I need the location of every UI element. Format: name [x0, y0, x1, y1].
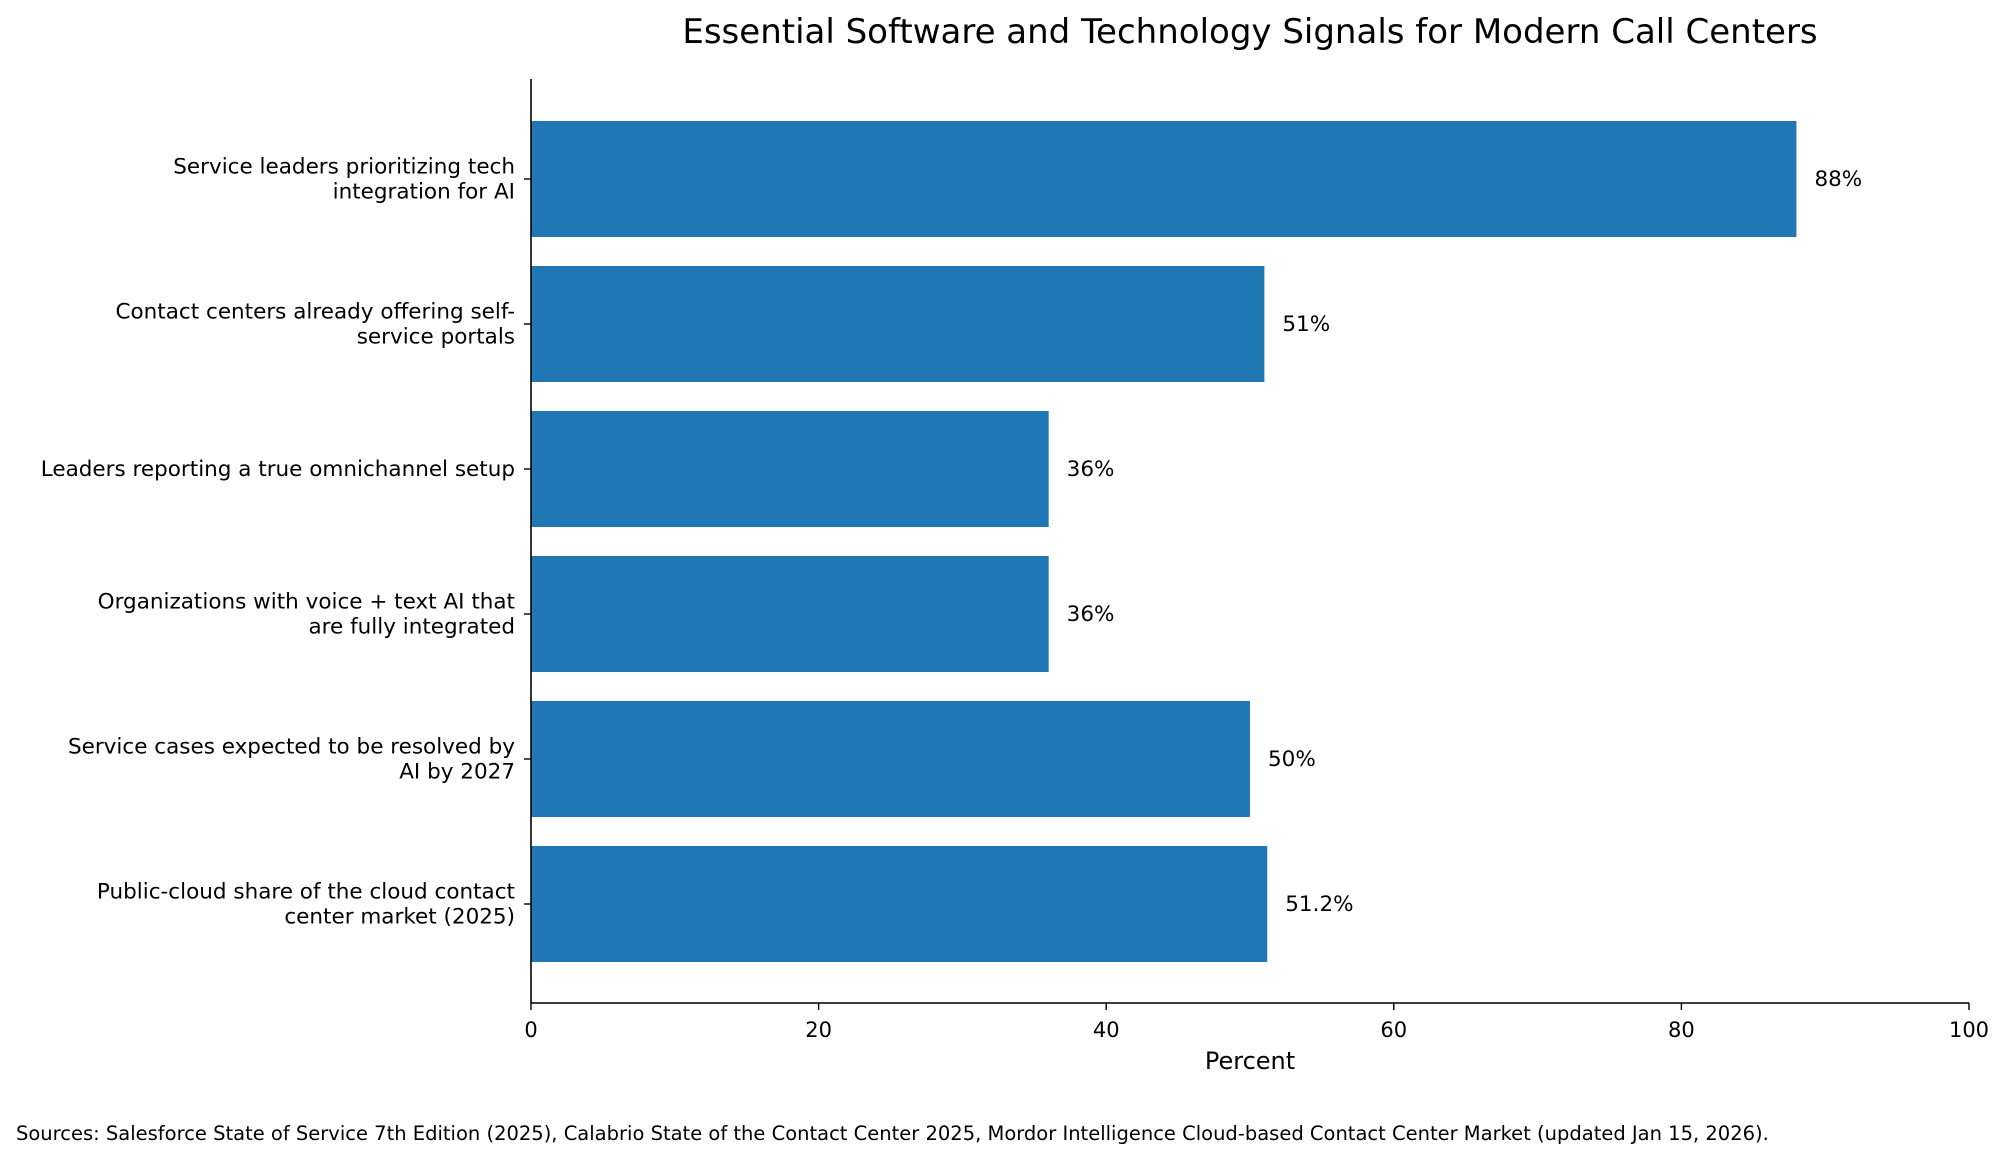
x-axis-title: Percent — [1205, 1047, 1295, 1075]
axes-layer — [530, 79, 1969, 1004]
bar — [531, 846, 1268, 962]
bar — [531, 121, 1797, 237]
bars-layer — [531, 121, 1797, 962]
category-labels: Service leaders prioritizing tech integra… — [41, 155, 515, 930]
x-tick-label: 60 — [1380, 1018, 1407, 1042]
category-label: Leaders reporting a true omnichannel set… — [41, 457, 515, 482]
value-label: 36% — [1067, 457, 1115, 482]
bar — [531, 411, 1049, 527]
x-tick-label: 20 — [805, 1018, 832, 1042]
category-label: Organizations with voice + text AI that a… — [98, 590, 515, 640]
value-labels: 88% 51% 36% 36% 50% 51.2% — [1067, 167, 1863, 917]
x-tick-label: 80 — [1668, 1018, 1695, 1042]
bar — [531, 701, 1250, 817]
sources-note: Sources: Salesforce State of Service 7th… — [16, 1122, 1769, 1145]
value-label: 88% — [1814, 167, 1862, 192]
value-label: 50% — [1268, 747, 1316, 772]
chart-title: Essential Software and Technology Signal… — [682, 12, 1817, 52]
value-label: 51% — [1282, 312, 1330, 337]
category-label: Service cases expected to be resolved by… — [68, 735, 515, 785]
x-tick-label: 40 — [1093, 1018, 1120, 1042]
category-label: Public-cloud share of the cloud contact c… — [97, 880, 515, 930]
bar — [531, 556, 1049, 672]
x-ticks: 0 20 40 60 80 100 — [524, 178, 1989, 1042]
bar — [531, 266, 1265, 382]
category-label: Service leaders prioritizing tech integra… — [173, 155, 515, 205]
category-label: Contact centers already offering self-se… — [116, 300, 515, 350]
x-tick-label: 100 — [1949, 1018, 1989, 1042]
x-tick-label: 0 — [524, 1018, 537, 1042]
value-label: 51.2% — [1285, 892, 1353, 917]
value-label: 36% — [1067, 602, 1115, 627]
